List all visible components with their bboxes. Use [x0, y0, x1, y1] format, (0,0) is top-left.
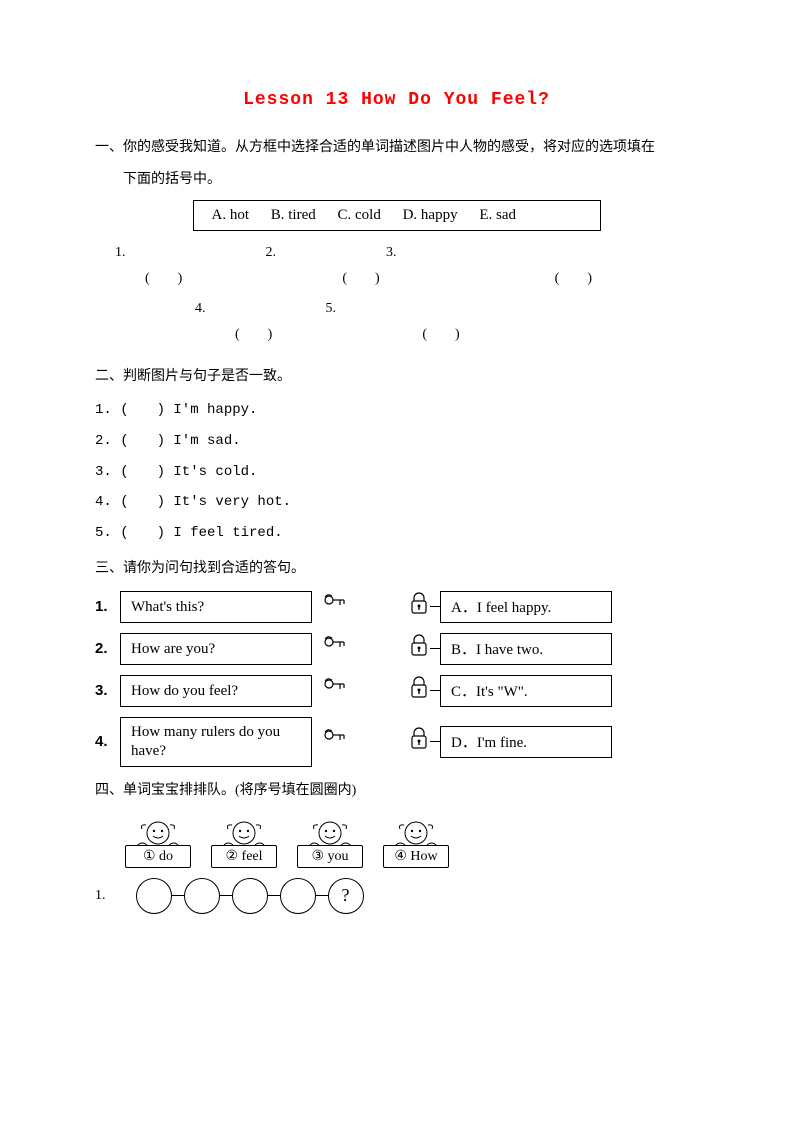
question-box-2: How are you? [120, 633, 312, 665]
paren-3: ( ) [555, 267, 592, 287]
face-icon [302, 819, 358, 847]
match-row-4: 4. How many rulers do you have? D．I'm fi… [95, 717, 698, 767]
paren-2: ( ) [342, 267, 379, 287]
section1-row1-nums: 1. 2. 3. [95, 245, 698, 261]
word-unit-3: ③ you [297, 819, 363, 868]
connector-line [430, 690, 440, 691]
answer-box-c: C．It's "W". [440, 675, 612, 707]
question-circle: ? [328, 878, 364, 914]
s2-item-1: 1. ( ) I'm happy. [95, 395, 698, 426]
chain-link [316, 895, 328, 896]
section4-heading: 四、单词宝宝排排队。(将序号填在圆圈内) [95, 777, 698, 805]
empty-circle [184, 878, 220, 914]
lock-icon [408, 633, 430, 664]
option-c: C. cold [338, 207, 381, 223]
section1-heading-line2: 下面的括号中。 [95, 166, 698, 194]
paren-5: ( ) [422, 323, 459, 343]
section1-row2-parens: ( ) ( ) [95, 323, 698, 343]
question-box-4: How many rulers do you have? [120, 717, 312, 767]
q-num-4: 4. [95, 733, 120, 750]
s2-item-2: 2. ( ) I'm sad. [95, 426, 698, 457]
answer-box-d: D．I'm fine. [440, 726, 612, 758]
option-d: D. happy [403, 207, 458, 223]
option-a: A. hot [212, 207, 250, 223]
empty-circle [232, 878, 268, 914]
word-row: ① do ② feel ③ you [125, 819, 698, 868]
section1-row1-parens: ( ) ( ) ( ) [95, 267, 698, 287]
section1-row2-nums: 4. 5. [95, 301, 698, 317]
chain-link [172, 895, 184, 896]
option-e: E. sad [479, 207, 516, 223]
face-icon [130, 819, 186, 847]
num-3: 3. [386, 245, 397, 261]
num-4: 4. [195, 301, 206, 317]
question-box-1: What's this? [120, 591, 312, 623]
circle-chain: 1. ? [95, 878, 698, 914]
empty-circle [280, 878, 316, 914]
face-icon [216, 819, 272, 847]
paren-1: ( ) [145, 267, 182, 287]
word-unit-4: ④ How [383, 819, 449, 868]
empty-circle [136, 878, 172, 914]
connector-line [430, 648, 440, 649]
question-box-3: How do you feel? [120, 675, 312, 707]
section3-heading: 三、请你为问句找到合适的答句。 [95, 555, 698, 583]
section2-heading: 二、判断图片与句子是否一致。 [95, 363, 698, 391]
q-num-1: 1. [95, 598, 120, 615]
lock-icon [408, 726, 430, 757]
s2-item-4: 4. ( ) It's very hot. [95, 487, 698, 518]
answer-box-b: B．I have two. [440, 633, 612, 665]
chain-link [220, 895, 232, 896]
match-row-2: 2. How are you? B．I have two. [95, 633, 698, 665]
chain-item-num: 1. [95, 888, 106, 904]
option-b: B. tired [271, 207, 316, 223]
match-row-3: 3. How do you feel? C．It's "W". [95, 675, 698, 707]
chain-link [268, 895, 280, 896]
answer-box-a: A．I feel happy. [440, 591, 612, 623]
key-icon [322, 675, 348, 706]
match-row-1: 1. What's this? A．I feel happy. [95, 591, 698, 623]
q-num-2: 2. [95, 640, 120, 657]
connector-line [430, 741, 440, 742]
section1-heading-line1: 一、你的感受我知道。从方框中选择合适的单词描述图片中人物的感受，将对应的选项填在 [95, 134, 698, 162]
connector-line [430, 606, 440, 607]
key-icon [322, 726, 348, 757]
paren-4: ( ) [235, 323, 272, 343]
q-num-3: 3. [95, 682, 120, 699]
lock-icon [408, 591, 430, 622]
key-icon [322, 591, 348, 622]
word-unit-1: ① do [125, 819, 191, 868]
num-1: 1. [115, 245, 126, 261]
word-unit-2: ② feel [211, 819, 277, 868]
num-5: 5. [326, 301, 337, 317]
s2-item-5: 5. ( ) I feel tired. [95, 518, 698, 549]
face-icon [388, 819, 444, 847]
lock-icon [408, 675, 430, 706]
option-box: A. hot B. tired C. cold D. happy E. sad [193, 200, 601, 231]
key-icon [322, 633, 348, 664]
s2-item-3: 3. ( ) It's cold. [95, 457, 698, 488]
page-title: Lesson 13 How Do You Feel? [95, 90, 698, 110]
num-2: 2. [266, 245, 277, 261]
